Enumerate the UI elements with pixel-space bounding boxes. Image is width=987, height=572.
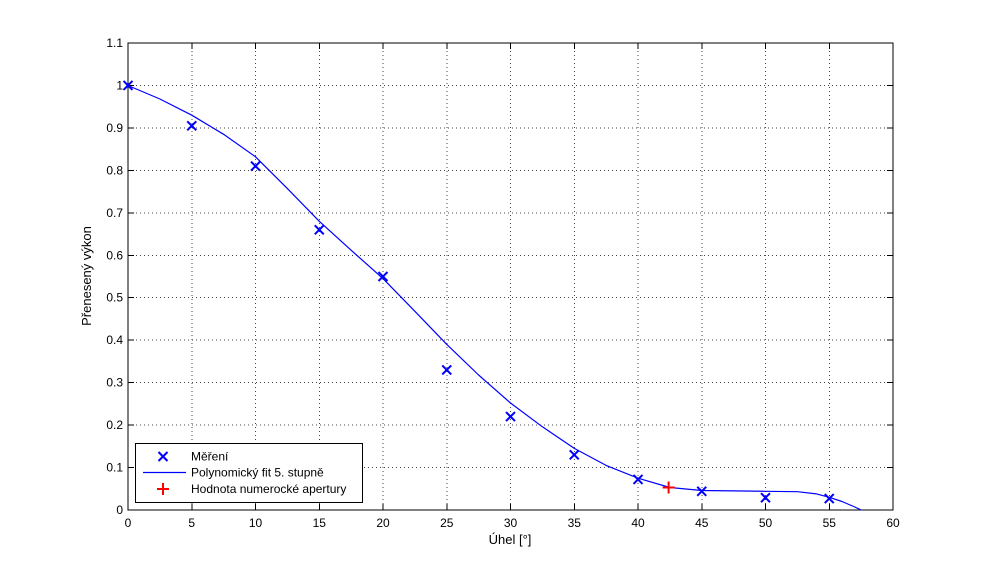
y-tick-label: 0.5 (106, 291, 123, 305)
x-tick-label: 60 (886, 516, 900, 530)
x-tick-label: 20 (376, 516, 390, 530)
y-tick-label: 1 (116, 78, 123, 92)
data-layer (122, 80, 862, 511)
x-tick-label: 5 (188, 516, 195, 530)
y-tick-label: 0.2 (106, 418, 123, 432)
x-tick-label: 0 (125, 516, 132, 530)
x-tick-label: 25 (440, 516, 454, 530)
measurement-marker (505, 411, 516, 422)
x-tick-label: 30 (504, 516, 518, 530)
legend[interactable]: Měření Polynomický fit 5. stupně Hodnota n… (135, 443, 363, 503)
x-tick-label: 35 (568, 516, 582, 530)
measurement-marker (186, 120, 197, 131)
measurement-marker (314, 224, 325, 236)
x-tick-label: 40 (631, 516, 645, 530)
measurement-marker (441, 364, 452, 376)
legend-label: Polynomický fit 5. stupně (191, 466, 324, 480)
y-tick-label: 0.9 (106, 121, 123, 135)
legend-plus-marker-icon (157, 483, 169, 495)
measurement-marker (569, 449, 580, 461)
fit-curve-line (127, 84, 862, 511)
x-tick-label: 55 (823, 516, 837, 530)
ticklabel-layer: 0 5 10 15 20 25 30 35 40 45 50 55 60 0 0.1 0.2 0.3 0.4 0.5… (106, 36, 900, 530)
label-layer: Úhel [°] Přenesený výkon (79, 226, 531, 547)
y-axis-label: Přenesený výkon (79, 226, 94, 326)
measurement-marker (824, 493, 835, 504)
grid-layer (128, 43, 893, 510)
y-tick-label: 0.3 (106, 376, 123, 390)
measurement-marker (250, 160, 261, 172)
legend-x-marker-icon (157, 451, 169, 462)
y-tick-label: 0.6 (106, 248, 123, 262)
measurement-marker (377, 271, 389, 282)
x-tick-label: 45 (695, 516, 709, 530)
measurement-marker (696, 486, 707, 497)
x-tick-label: 10 (249, 516, 263, 530)
legend-label: Hodnota numerocké apertury (191, 482, 346, 496)
x-axis-label: Úhel [°] (489, 532, 532, 547)
na-marker (662, 481, 675, 494)
measurement-marker (760, 492, 771, 503)
x-tick-label: 50 (759, 516, 773, 530)
y-tick-label: 0.7 (106, 206, 123, 220)
y-tick-label: 0.1 (106, 461, 123, 475)
y-tick-label: 1.1 (106, 36, 123, 50)
x-tick-label: 15 (313, 516, 327, 530)
legend-label: Měření (191, 450, 229, 464)
axis-layer (127, 42, 894, 511)
measurement-marker (122, 80, 134, 91)
y-tick-label: 0.8 (106, 163, 123, 177)
y-tick-label: 0.4 (106, 333, 123, 347)
y-tick-label: 0 (116, 503, 123, 517)
